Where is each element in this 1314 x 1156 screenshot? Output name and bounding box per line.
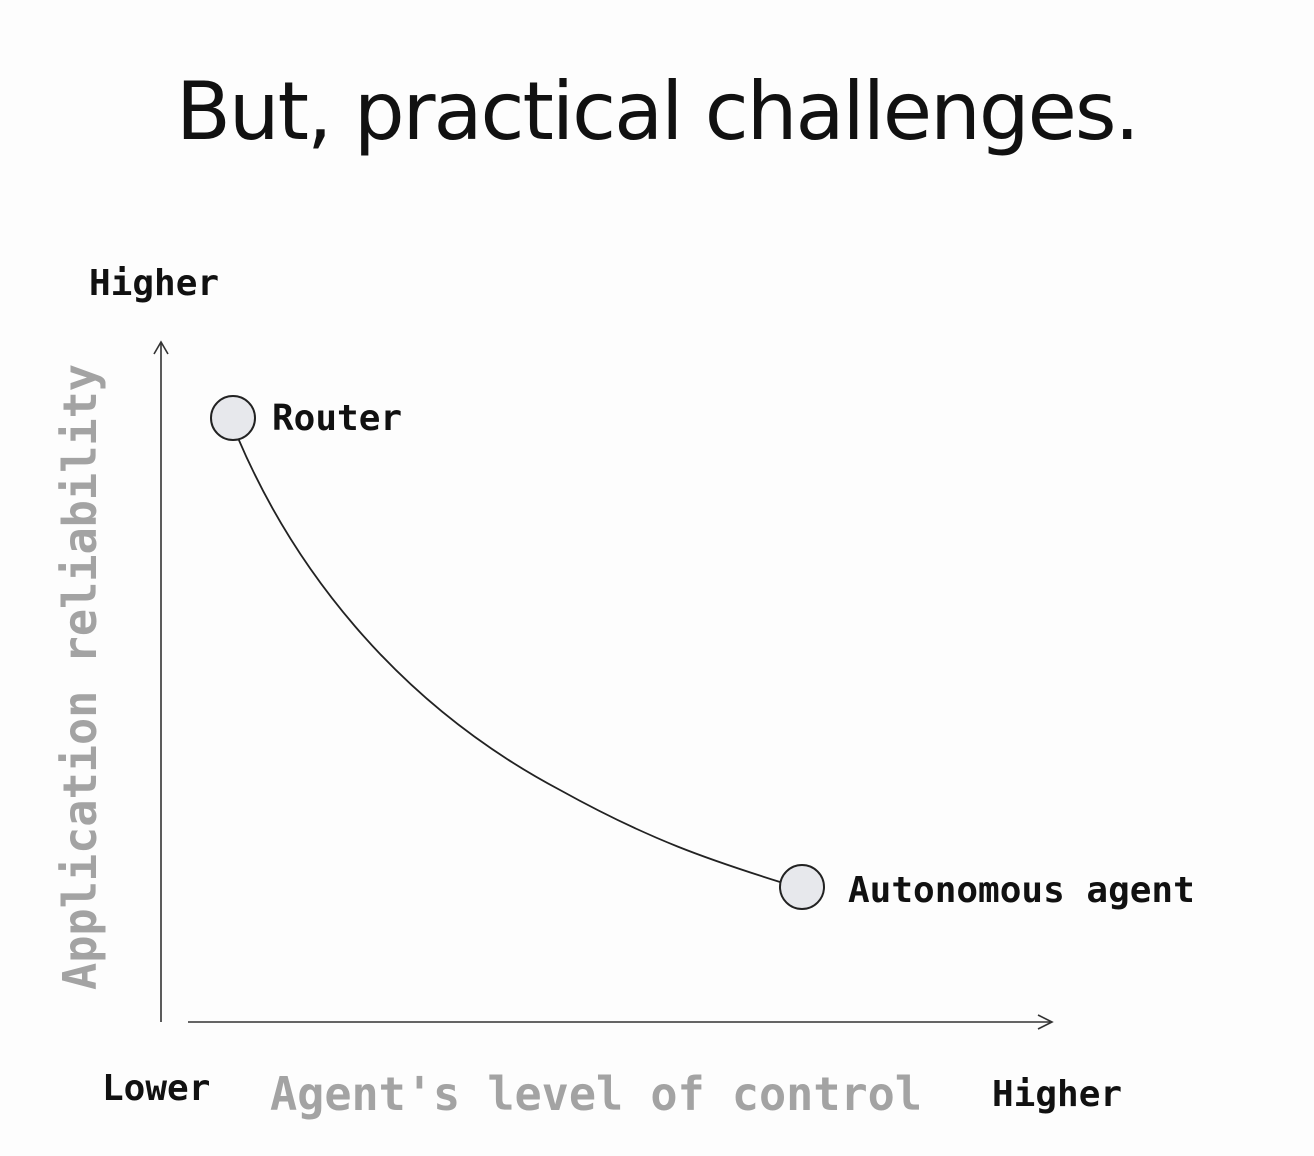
x-axis-higher-label: Higher — [992, 1074, 1122, 1115]
x-axis-lower-label: Lower — [102, 1068, 210, 1109]
y-axis-title: Application reliability — [53, 364, 107, 990]
router-node — [210, 395, 256, 441]
x-axis-title: Agent's level of control — [270, 1067, 922, 1121]
y-axis-higher-label: Higher — [89, 263, 219, 304]
autonomous-agent-node — [779, 864, 825, 910]
x-axis-arrowhead — [1037, 1014, 1054, 1030]
autonomous-agent-label: Autonomous agent — [848, 870, 1195, 911]
y-axis-arrowhead — [153, 340, 169, 355]
slide-title: But, practical challenges. — [176, 65, 1140, 158]
router-label: Router — [272, 398, 402, 439]
tradeoff-curve — [237, 437, 781, 883]
